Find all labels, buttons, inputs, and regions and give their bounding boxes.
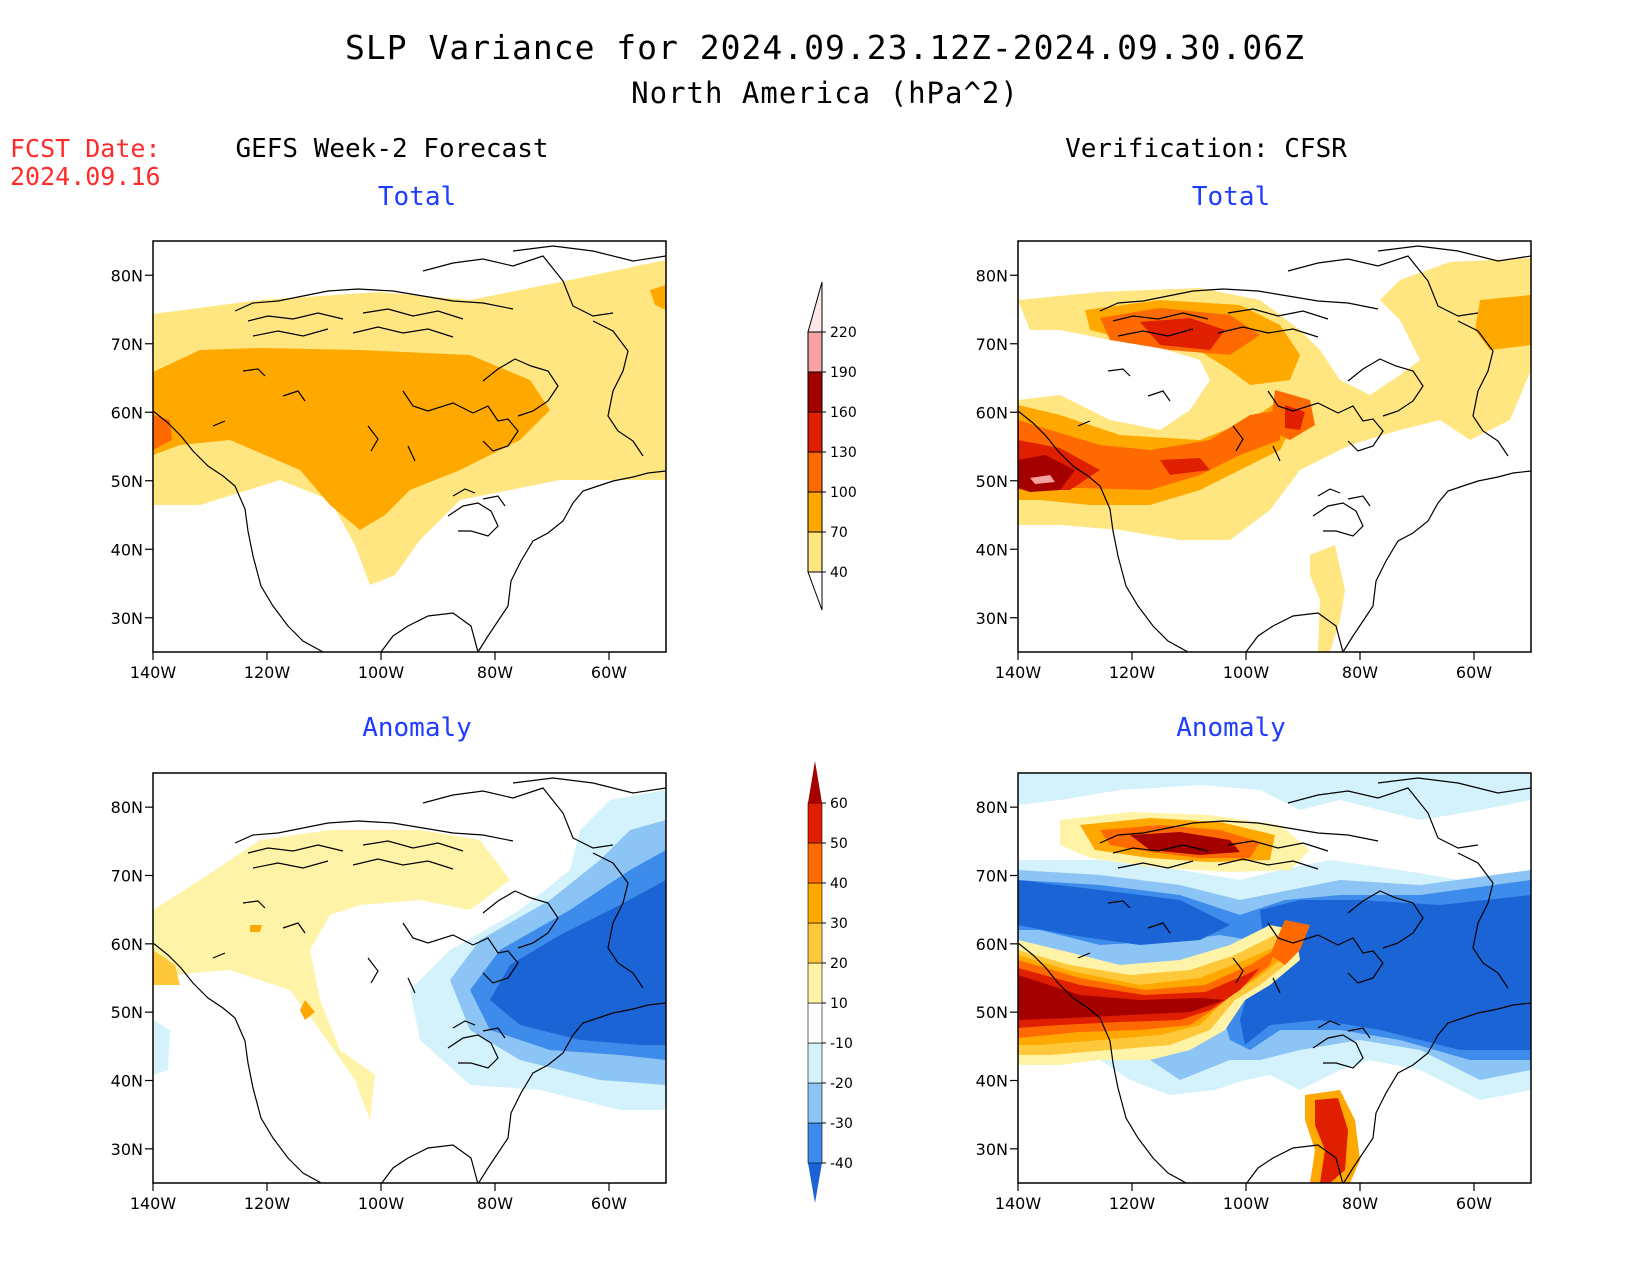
colorbar-anomaly-swatch — [807, 802, 823, 844]
colorbar-anomaly-swatch — [807, 882, 823, 924]
lat-tick-label: 30N — [111, 1140, 143, 1159]
column-header-forecast: GEFS Week-2 Forecast — [235, 134, 549, 164]
colorbar-anomaly-label: -10 — [830, 1036, 853, 1052]
lon-tick-label: 80W — [1342, 1194, 1378, 1213]
lat-tick-label: 80N — [111, 266, 143, 285]
colorbar-anomaly-label: 10 — [830, 996, 848, 1012]
colorbar-anomaly-label: 50 — [830, 836, 848, 852]
fcst-date-value: 2024.09.16 — [10, 162, 161, 191]
colorbar-total-swatch — [807, 451, 823, 493]
panel-subtitle-verif-total: Total — [1191, 182, 1271, 212]
lat-tick-label: 60N — [976, 935, 1008, 954]
lon-tick-label: 80W — [1342, 663, 1378, 682]
lat-tick-label: 80N — [976, 798, 1008, 817]
map-panel-fcst-anomaly — [152, 772, 667, 1184]
panel-subtitle-verif-anomaly: Anomaly — [1176, 713, 1286, 743]
lat-tick-label: 50N — [111, 1003, 143, 1022]
lon-tick-label: 60W — [1456, 1194, 1492, 1213]
lat-tick-label: 40N — [976, 540, 1008, 559]
colorbar-total-swatch — [807, 371, 823, 413]
colorbar-total-swatch — [807, 491, 823, 533]
lat-tick-label: 50N — [111, 472, 143, 491]
lon-tick-label: 120W — [244, 663, 291, 682]
lat-tick-label: 80N — [111, 798, 143, 817]
colorbar-anomaly-label: 30 — [830, 916, 848, 932]
panel-subtitle-fcst-anomaly: Anomaly — [362, 713, 472, 743]
fcst-date-block: FCST Date: 2024.09.16 — [10, 135, 161, 191]
colorbar-anomaly-label: -20 — [830, 1076, 853, 1092]
colorbar-anomaly-swatch — [807, 1122, 823, 1164]
lon-tick-label: 100W — [1223, 663, 1270, 682]
lat-tick-label: 60N — [111, 403, 143, 422]
lon-tick-label: 120W — [244, 1194, 291, 1213]
lon-tick-label: 140W — [995, 663, 1042, 682]
lat-tick-label: 70N — [111, 335, 143, 354]
fcst-date-label: FCST Date: — [10, 134, 161, 163]
map-panel-verif-total — [1017, 240, 1532, 653]
colorbar-total-label: 160 — [830, 405, 857, 421]
lon-tick-label: 100W — [358, 663, 405, 682]
colorbar-total-swatch — [807, 531, 823, 573]
colorbar-anomaly-swatch — [807, 962, 823, 1004]
lat-tick-label: 30N — [976, 609, 1008, 628]
lat-tick-label: 30N — [976, 1140, 1008, 1159]
colorbar-total-lower-extension — [807, 571, 823, 611]
column-header-verification: Verification: CFSR — [1065, 134, 1347, 164]
lon-tick-label: 60W — [591, 1194, 627, 1213]
lat-tick-label: 30N — [111, 609, 143, 628]
colorbar-total-label: 190 — [830, 365, 857, 381]
lon-tick-label: 140W — [130, 1194, 177, 1213]
colorbar-total-label: 100 — [830, 485, 857, 501]
colorbar-total-label: 40 — [830, 565, 848, 581]
colorbar-anomaly-label: 60 — [830, 796, 848, 812]
colorbar-anomaly-label: 20 — [830, 956, 848, 972]
lat-tick-label: 70N — [976, 867, 1008, 886]
lat-tick-label: 70N — [111, 867, 143, 886]
panel-subtitle-fcst-total: Total — [377, 182, 457, 212]
lon-tick-label: 60W — [1456, 663, 1492, 682]
chart-subtitle: North America (hPa^2) — [631, 76, 1019, 110]
lon-tick-label: 80W — [477, 663, 513, 682]
lat-tick-label: 60N — [976, 403, 1008, 422]
map-panel-verif-anomaly — [1017, 772, 1532, 1184]
lat-tick-label: 50N — [976, 472, 1008, 491]
lon-tick-label: 120W — [1109, 1194, 1156, 1213]
lon-tick-label: 100W — [358, 1194, 405, 1213]
chart-title: SLP Variance for 2024.09.23.12Z-2024.09.… — [345, 28, 1305, 67]
lat-tick-label: 50N — [976, 1003, 1008, 1022]
lat-tick-label: 40N — [111, 1072, 143, 1091]
colorbar-anomaly-label: -30 — [830, 1116, 853, 1132]
lon-tick-label: 100W — [1223, 1194, 1270, 1213]
lon-tick-label: 120W — [1109, 663, 1156, 682]
colorbar-anomaly-label: -40 — [830, 1156, 853, 1172]
lat-tick-label: 40N — [976, 1072, 1008, 1091]
lat-tick-label: 80N — [976, 266, 1008, 285]
lon-tick-label: 140W — [130, 663, 177, 682]
lat-tick-label: 70N — [976, 335, 1008, 354]
lat-tick-label: 40N — [111, 540, 143, 559]
colorbar-total-swatch — [807, 411, 823, 453]
colorbar-anomaly-swatch — [807, 1042, 823, 1084]
lon-tick-label: 80W — [477, 1194, 513, 1213]
colorbar-anomaly-swatch — [807, 1002, 823, 1044]
colorbar-anomaly-swatch — [807, 842, 823, 884]
colorbar-anomaly-swatch — [807, 922, 823, 964]
lat-tick-label: 60N — [111, 935, 143, 954]
colorbar-total: 40 70 100 130 160 190 220 — [807, 281, 857, 611]
colorbar-anomaly-upper-extension — [808, 761, 822, 803]
colorbar-anomaly-lower-extension — [808, 1163, 822, 1203]
colorbar-total-swatch — [807, 331, 823, 373]
map-panel-fcst-total — [152, 240, 667, 653]
colorbar-total-upper-extension — [807, 281, 823, 333]
colorbar-total-label: 220 — [830, 325, 857, 341]
colorbar-anomaly-swatch — [807, 1082, 823, 1124]
colorbar-total-label: 70 — [830, 525, 848, 541]
colorbar-anomaly-label: 40 — [830, 876, 848, 892]
colorbar-anomaly: -40 -30 -20 -10 10 20 30 40 50 60 — [807, 761, 853, 1203]
lon-tick-label: 60W — [591, 663, 627, 682]
lon-tick-label: 140W — [995, 1194, 1042, 1213]
colorbar-total-label: 130 — [830, 445, 857, 461]
